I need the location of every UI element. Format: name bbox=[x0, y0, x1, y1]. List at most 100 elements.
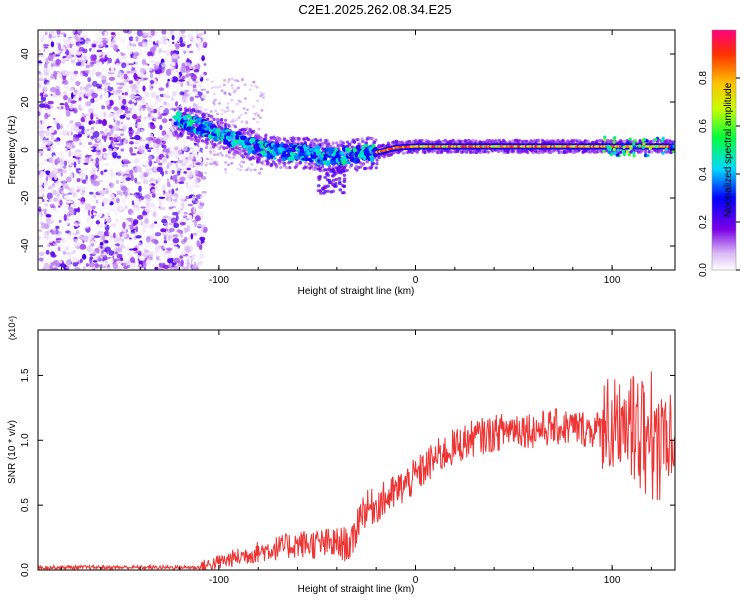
halo-cell bbox=[316, 139, 320, 143]
noise-cell bbox=[210, 158, 214, 161]
noise-cell bbox=[90, 98, 95, 104]
noise-cell bbox=[95, 49, 103, 53]
noise-cell bbox=[192, 175, 199, 179]
noise-cell bbox=[55, 54, 61, 57]
halo-cell bbox=[198, 137, 202, 141]
noise-cell bbox=[122, 98, 127, 105]
noise-cell bbox=[43, 182, 48, 189]
noise-cell bbox=[209, 110, 213, 113]
noise-cell bbox=[72, 152, 78, 155]
noise-cell bbox=[138, 185, 142, 192]
noise-cell bbox=[57, 197, 60, 204]
noise-cell bbox=[93, 43, 97, 48]
noise-cell bbox=[55, 119, 60, 123]
noise-cell bbox=[71, 144, 75, 149]
noise-cell bbox=[186, 167, 191, 171]
halo-cell bbox=[423, 150, 427, 154]
noise-cell bbox=[159, 80, 164, 84]
noise-cell bbox=[183, 236, 188, 243]
noise-cell bbox=[169, 126, 174, 130]
noise-cell bbox=[91, 103, 97, 110]
noise-cell bbox=[134, 146, 138, 149]
noise-cell bbox=[104, 91, 109, 99]
noise-cell bbox=[230, 99, 234, 102]
noise-cell bbox=[188, 163, 192, 168]
noise-cell bbox=[126, 221, 132, 226]
noise-cell bbox=[180, 171, 184, 177]
noise-cell bbox=[202, 41, 208, 48]
noise-cell bbox=[105, 259, 108, 267]
noise-cell bbox=[180, 162, 187, 167]
noise-cell bbox=[130, 153, 137, 156]
noise-cell bbox=[108, 124, 113, 129]
halo-cell bbox=[274, 165, 279, 169]
noise-cell bbox=[220, 108, 224, 112]
noise-cell bbox=[39, 103, 46, 108]
halo-cell bbox=[191, 107, 195, 111]
noise-cell bbox=[51, 215, 55, 222]
noise-cell bbox=[45, 139, 52, 146]
noise-cell bbox=[147, 66, 153, 72]
noise-cell bbox=[150, 124, 156, 130]
noise-cell bbox=[185, 246, 191, 253]
noise-cell bbox=[99, 130, 104, 135]
halo-cell bbox=[326, 173, 331, 177]
noise-cell bbox=[170, 257, 174, 261]
noise-cell bbox=[134, 123, 142, 127]
noise-cell bbox=[125, 239, 131, 242]
noise-cell bbox=[153, 259, 157, 265]
noise-cell bbox=[111, 162, 117, 165]
noise-cell bbox=[61, 106, 64, 109]
noise-cell bbox=[102, 148, 107, 153]
noise-cell bbox=[65, 185, 70, 189]
noise-cell bbox=[119, 244, 126, 249]
noise-cell bbox=[226, 80, 230, 84]
noise-cell bbox=[160, 112, 168, 117]
noise-cell bbox=[143, 32, 149, 36]
noise-cell bbox=[43, 176, 46, 181]
noise-cell bbox=[122, 233, 127, 238]
noise-cell bbox=[201, 176, 207, 180]
noise-cell bbox=[197, 76, 200, 82]
noise-cell bbox=[82, 48, 88, 54]
noise-cell bbox=[150, 56, 156, 61]
noise-cell bbox=[98, 151, 103, 156]
noise-cell bbox=[106, 204, 111, 210]
noise-cell bbox=[82, 34, 88, 38]
noise-cell bbox=[40, 35, 46, 41]
noise-cell bbox=[163, 101, 167, 106]
noise-cell bbox=[226, 163, 230, 167]
noise-cell bbox=[43, 78, 47, 82]
noise-cell bbox=[60, 124, 63, 130]
noise-cell bbox=[231, 110, 235, 113]
noise-cell bbox=[42, 153, 50, 157]
noise-cell bbox=[167, 182, 171, 188]
noise-cell bbox=[128, 36, 134, 42]
noise-cell bbox=[91, 112, 94, 118]
noise-cell bbox=[93, 212, 97, 216]
noise-cell bbox=[71, 92, 74, 100]
noise-cell bbox=[72, 202, 76, 207]
noise-cell bbox=[74, 208, 80, 212]
halo-cell bbox=[238, 146, 243, 150]
noise-cell bbox=[164, 251, 171, 254]
noise-cell bbox=[52, 168, 57, 174]
noise-cell bbox=[156, 177, 161, 184]
noise-cell bbox=[76, 166, 80, 169]
noise-cell bbox=[158, 201, 163, 206]
noise-cell bbox=[137, 79, 140, 86]
noise-cell bbox=[38, 43, 43, 47]
noise-cell bbox=[119, 114, 126, 119]
noise-cell bbox=[158, 48, 163, 54]
noise-cell bbox=[48, 127, 55, 133]
noise-cell bbox=[165, 49, 171, 57]
noise-cell bbox=[75, 101, 79, 107]
noise-cell bbox=[110, 190, 115, 194]
noise-cell bbox=[213, 85, 217, 89]
halo-cell bbox=[325, 139, 329, 143]
noise-cell bbox=[106, 216, 111, 223]
noise-cell bbox=[224, 171, 228, 174]
noise-cell bbox=[52, 117, 56, 120]
noise-cell bbox=[168, 206, 173, 210]
noise-cell bbox=[160, 228, 167, 233]
